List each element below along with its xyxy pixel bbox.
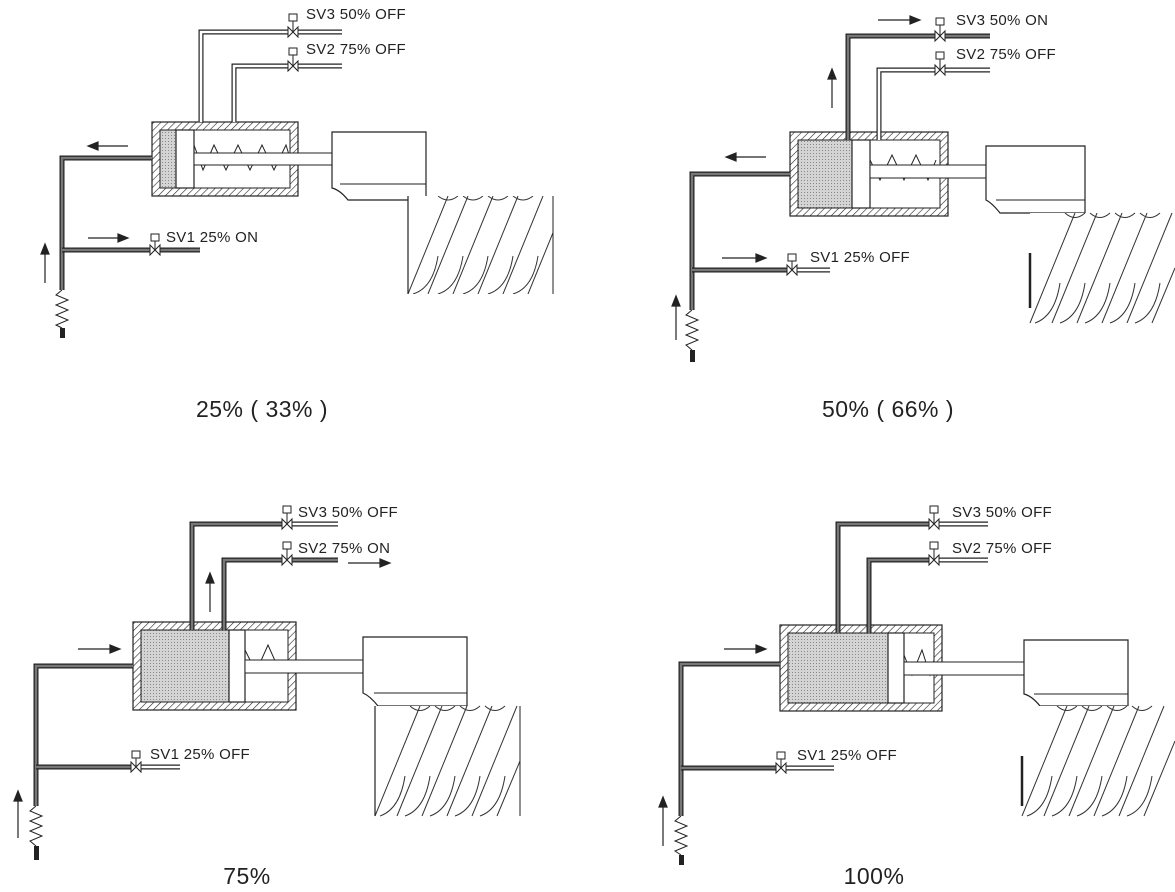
valve-label-sv2: SV2 75% OFF bbox=[956, 46, 1056, 63]
vent-line-sv2 bbox=[866, 557, 988, 633]
cylinder bbox=[132, 621, 297, 711]
piston-rod bbox=[193, 152, 333, 166]
screw-rotor bbox=[407, 196, 554, 294]
oil-line bbox=[59, 155, 200, 290]
flow-arrows bbox=[40, 141, 130, 283]
piston-rod bbox=[869, 164, 987, 179]
solenoid-valve-sv1 bbox=[149, 233, 161, 257]
panel-caption: 25% ( 33% ) bbox=[196, 396, 328, 422]
spring bbox=[869, 153, 937, 182]
spring-strainer bbox=[684, 309, 700, 362]
solenoid-valve-sv3 bbox=[287, 13, 299, 39]
valve-label-sv3: SV3 50% ON bbox=[956, 12, 1048, 29]
valve-label-sv2: SV2 75% OFF bbox=[306, 41, 406, 58]
solenoid-valve-sv2 bbox=[928, 541, 940, 567]
screw-rotor bbox=[374, 705, 521, 817]
piston-rod bbox=[244, 659, 364, 674]
piston-chamber bbox=[159, 129, 177, 189]
vent-line-sv2 bbox=[231, 63, 342, 122]
screw-rotor bbox=[1020, 705, 1175, 817]
panel-caption: 100% bbox=[844, 863, 905, 889]
vent-line-sv3 bbox=[835, 521, 988, 633]
panel-100: SV3 50% OFF SV2 75% OFF SV1 25% OFF 100% bbox=[658, 504, 1175, 889]
solenoid-valve-sv1 bbox=[130, 750, 142, 774]
valve-label-sv3: SV3 50% OFF bbox=[952, 504, 1052, 521]
solenoid-valve-sv3 bbox=[281, 505, 293, 531]
valve-label-sv1: SV1 25% OFF bbox=[810, 249, 910, 266]
panel-caption: 75% bbox=[223, 863, 271, 889]
piston bbox=[851, 139, 871, 209]
spring-strainer bbox=[28, 805, 44, 860]
piston-chamber bbox=[140, 629, 230, 703]
solenoid-valve-sv2 bbox=[934, 51, 946, 77]
spring-strainer bbox=[54, 289, 70, 338]
vent-line-sv2 bbox=[221, 557, 338, 630]
solenoid-valve-sv2 bbox=[287, 47, 299, 73]
flow-arrows bbox=[13, 558, 392, 838]
solenoid-valve-sv1 bbox=[786, 253, 798, 277]
oil-line bbox=[678, 661, 834, 816]
valve-label-sv1: SV1 25% ON bbox=[166, 229, 258, 246]
valve-label-sv1: SV1 25% OFF bbox=[150, 746, 250, 763]
valve-label-sv3: SV3 50% OFF bbox=[306, 6, 406, 23]
panel-25: SV3 50% OFF SV2 75% OFF SV1 25% ON 25% (… bbox=[40, 6, 554, 422]
slide-valve bbox=[362, 636, 468, 707]
valve-label-sv2: SV2 75% OFF bbox=[952, 540, 1052, 557]
solenoid-valve-sv2 bbox=[281, 541, 293, 567]
oil-line bbox=[689, 171, 830, 310]
piston-chamber bbox=[787, 632, 889, 704]
spring-strainer bbox=[673, 815, 689, 865]
piston-rod bbox=[903, 661, 1025, 676]
panel-caption: 50% ( 66% ) bbox=[822, 396, 954, 422]
valve-label-sv3: SV3 50% OFF bbox=[298, 504, 398, 521]
oil-line bbox=[33, 663, 180, 806]
vent-line-sv3 bbox=[845, 33, 990, 140]
panel-75: SV3 50% OFF SV2 75% ON SV1 25% OFF 75% bbox=[13, 504, 521, 889]
solenoid-valve-sv3 bbox=[934, 17, 946, 43]
slide-valve bbox=[331, 131, 427, 201]
piston bbox=[228, 629, 246, 703]
solenoid-valve-sv1 bbox=[775, 751, 787, 775]
slide-valve bbox=[985, 145, 1086, 214]
valve-label-sv1: SV1 25% OFF bbox=[797, 747, 897, 764]
solenoid-valve-sv3 bbox=[928, 505, 940, 531]
piston-chamber bbox=[797, 139, 853, 209]
vent-line-sv3 bbox=[189, 521, 338, 630]
valve-label-sv2: SV2 75% ON bbox=[298, 540, 390, 557]
piston bbox=[175, 129, 195, 189]
flow-arrows bbox=[658, 644, 768, 846]
flow-arrows bbox=[671, 15, 922, 340]
slide-valve bbox=[1023, 639, 1129, 707]
panel-50: SV3 50% ON SV2 75% OFF SV1 25% OFF 50% (… bbox=[671, 12, 1175, 422]
screw-rotor bbox=[1028, 212, 1175, 324]
piston bbox=[887, 632, 905, 704]
vent-line-sv2 bbox=[876, 67, 990, 140]
cylinder bbox=[789, 131, 949, 217]
vent-line-sv3 bbox=[198, 29, 342, 122]
